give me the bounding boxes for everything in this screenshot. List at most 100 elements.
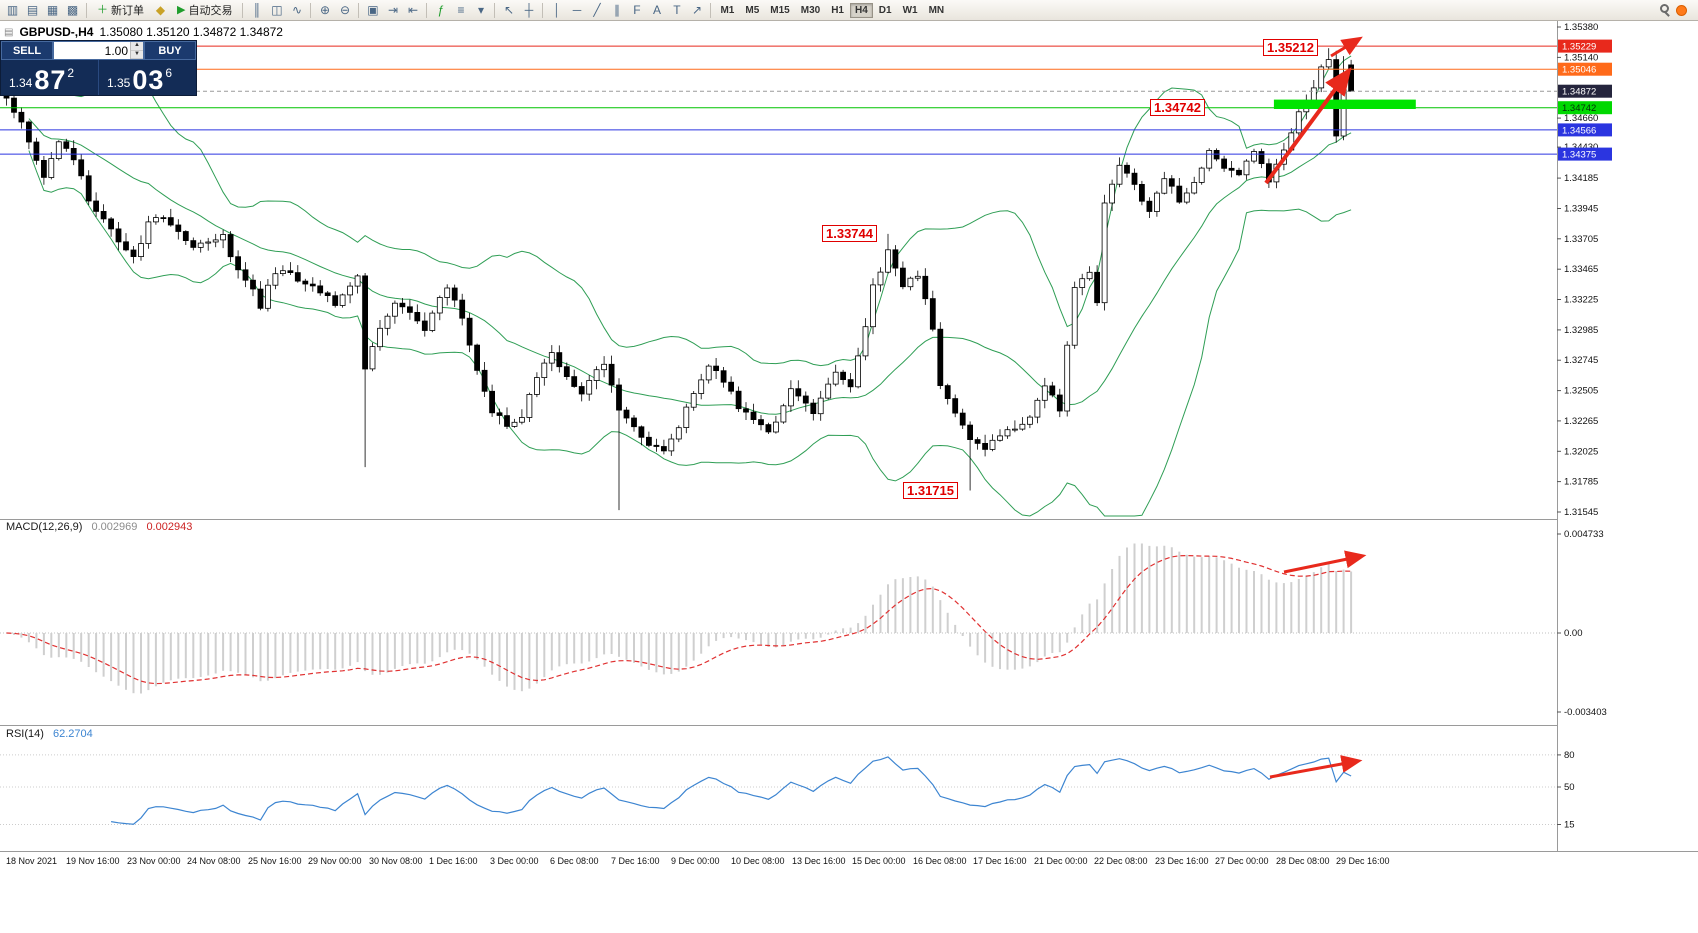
price-axis-tick: 1.32505 <box>1564 386 1598 397</box>
market-watch-button[interactable]: ▥ <box>3 2 22 19</box>
toolbar-separator <box>494 2 496 18</box>
time-axis-label: 29 Dec 16:00 <box>1336 856 1390 866</box>
toolbar-separator <box>426 2 428 18</box>
navigator-button[interactable]: ▦ <box>43 2 62 19</box>
volume-up-button[interactable]: ▲ <box>131 42 143 51</box>
metaeditor-button[interactable]: ◆ <box>151 2 170 19</box>
svg-text:1.35229: 1.35229 <box>1562 42 1596 53</box>
volume-stepper: ▲ ▼ <box>53 41 144 60</box>
price-axis-tag <box>1558 39 1612 53</box>
vertical-line-icon: │ <box>553 3 561 17</box>
toolbar-separator <box>86 2 87 18</box>
time-axis-label: 17 Dec 16:00 <box>973 856 1027 866</box>
volume-down-button[interactable]: ▼ <box>131 50 143 59</box>
one-click-trading-panel: SELL ▲ ▼ BUY 1.34 87 2 1.35 03 6 <box>0 40 197 96</box>
indicators-icon: ƒ <box>437 3 445 17</box>
horizontal-line-button[interactable]: ─ <box>567 2 586 19</box>
price-axis-tick: 1.32745 <box>1564 355 1598 366</box>
candlestick-chart-button[interactable]: ◫ <box>267 2 286 19</box>
new-order-button[interactable]: ＋新订单 <box>91 2 150 19</box>
macd-histogram <box>13 543 1353 694</box>
zoom-out-button[interactable]: ⊖ <box>335 2 354 19</box>
label-icon: T <box>673 3 681 17</box>
trend-arrow <box>1330 36 1363 58</box>
price-axis-tag <box>1558 147 1612 161</box>
line-chart-button[interactable]: ∿ <box>287 2 306 19</box>
price-label-annotation[interactable]: 1.34742 <box>1150 99 1205 116</box>
auto-scroll-button[interactable]: ⇥ <box>383 2 402 19</box>
time-axis-label: 15 Dec 00:00 <box>852 856 906 866</box>
cursor-button[interactable]: ↖ <box>499 2 518 19</box>
crosshair-button[interactable]: ┼ <box>519 2 538 19</box>
fibonacci-button[interactable]: F <box>627 2 646 19</box>
price-axis-tick: 1.33465 <box>1564 264 1598 275</box>
rsi-axis-tick: 15 <box>1564 820 1575 831</box>
support-zone <box>1273 99 1416 109</box>
zoom-in-icon: ⊕ <box>319 3 330 17</box>
sell-price-prefix: 1.34 <box>9 76 33 90</box>
price-axis-tag <box>1558 101 1612 115</box>
timeframe-h1-button[interactable]: H1 <box>831 4 844 16</box>
buy-button[interactable]: BUY <box>144 41 196 60</box>
templates-icon: ▾ <box>477 3 484 17</box>
notification-icon[interactable] <box>1676 4 1687 16</box>
timeframe-d1-button[interactable]: D1 <box>878 4 892 16</box>
chart-symbol-period: GBPUSD-,H4 <box>19 25 94 39</box>
trade-widget-top-row: SELL ▲ ▼ BUY <box>1 41 196 60</box>
time-axis-label: 13 Dec 16:00 <box>792 856 846 866</box>
timeframe-m30-button[interactable]: M30 <box>800 4 821 16</box>
tile-windows-button[interactable]: ▣ <box>363 2 382 19</box>
buy-price-area[interactable]: 1.35 03 6 <box>98 60 196 95</box>
sell-price-area[interactable]: 1.34 87 2 <box>1 60 98 95</box>
timeframe-m5-button[interactable]: M5 <box>745 4 760 16</box>
zoom-out-icon: ⊖ <box>339 3 350 17</box>
data-window-button[interactable]: ▤ <box>23 2 42 19</box>
time-axis-label: 16 Dec 08:00 <box>913 856 967 866</box>
text-icon: A <box>652 3 661 17</box>
label-button[interactable]: T <box>667 2 686 19</box>
volume-input[interactable] <box>54 42 130 59</box>
zoom-in-button[interactable]: ⊕ <box>315 2 334 19</box>
rsi-value: 62.2704 <box>52 728 93 740</box>
timeframe-m1-button[interactable]: M1 <box>720 4 735 16</box>
svg-text:1.34872: 1.34872 <box>1562 87 1596 98</box>
price-label-annotation[interactable]: 1.33744 <box>822 225 877 242</box>
chart-shift-button[interactable]: ⇤ <box>403 2 422 19</box>
time-axis-label: 7 Dec 16:00 <box>611 856 660 866</box>
autotrading-button[interactable]: ▶ 自动交易 <box>171 2 238 19</box>
price-axis-tick: 1.32025 <box>1564 446 1598 457</box>
trendline-button[interactable]: ╱ <box>587 2 606 19</box>
terminal-icon: ▩ <box>66 3 79 17</box>
templates-button[interactable]: ▾ <box>471 2 490 19</box>
toolbar-separator <box>710 2 712 18</box>
vertical-line-button[interactable]: │ <box>547 2 566 19</box>
sell-price-sup: 2 <box>67 66 75 80</box>
rsi-axis-tick: 50 <box>1564 782 1575 793</box>
text-button[interactable]: A <box>647 2 666 19</box>
price-axis-tag <box>1558 123 1612 137</box>
sell-button[interactable]: SELL <box>1 41 53 60</box>
toolbar-separator <box>242 2 244 18</box>
indicators-button[interactable]: ƒ <box>431 2 450 19</box>
price-axis-tick: 1.34185 <box>1564 173 1598 184</box>
macd-label: MACD(12,26,9) 0.002969 0.002943 <box>6 521 192 533</box>
arrows-button[interactable]: ↗ <box>687 2 706 19</box>
terminal-button[interactable]: ▩ <box>63 2 82 19</box>
price-label-annotation[interactable]: 1.31715 <box>903 482 958 499</box>
bar-chart-button[interactable]: ║ <box>247 2 266 19</box>
price-axis-tick: 1.32985 <box>1564 325 1598 336</box>
timeframe-w1-button[interactable]: W1 <box>902 4 918 16</box>
crosshair-icon: ┼ <box>524 3 534 17</box>
price-axis-tick: 1.35380 <box>1564 22 1598 33</box>
search-icon[interactable] <box>1660 3 1670 17</box>
price-label-annotation[interactable]: 1.35212 <box>1263 39 1318 56</box>
periods-button[interactable]: ≡ <box>451 2 470 19</box>
timeframe-m15-button[interactable]: M15 <box>770 4 790 16</box>
channel-button[interactable]: ∥ <box>607 2 626 19</box>
new-order-label: 新订单 <box>111 5 144 17</box>
timeframe-h4-button[interactable]: H4 <box>849 2 873 18</box>
cursor-icon: ↖ <box>503 3 514 17</box>
timeframe-mn-button[interactable]: MN <box>928 4 945 16</box>
bar-chart-icon: ║ <box>252 3 262 17</box>
